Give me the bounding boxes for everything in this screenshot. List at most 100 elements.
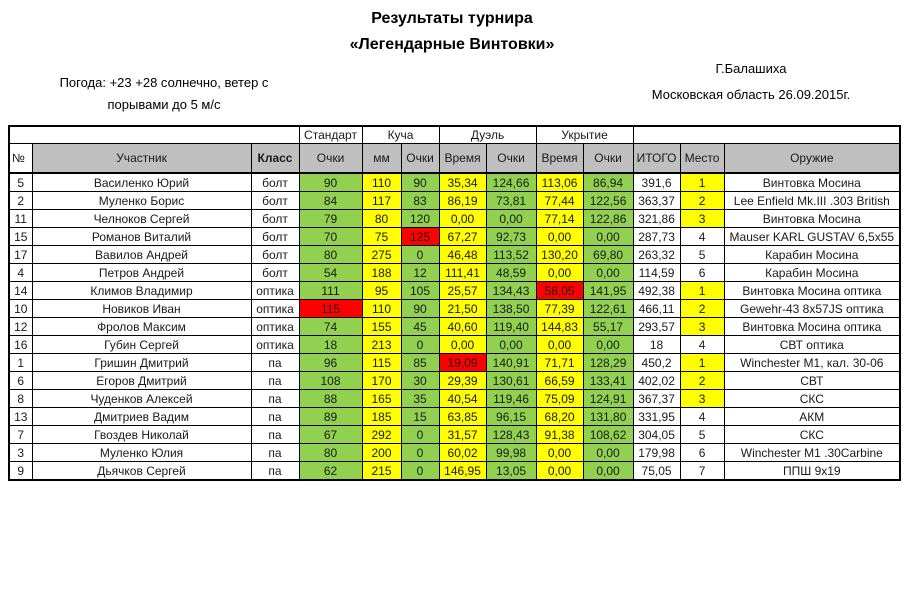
col-header-kucha-mm: мм [361,143,402,174]
cell-cover-score: 108,62 [582,425,634,444]
cell-class: болт [250,172,300,192]
cell-num: 9 [8,461,33,481]
cell-class: болт [250,245,300,264]
col-header-weapon: Оружие [723,143,901,174]
cell-kucha-mm: 117 [361,191,402,210]
cell-participant: Челноков Сергей [31,209,252,228]
cell-standard-score: 54 [298,263,363,282]
cell-participant: Егоров Дмитрий [31,371,252,390]
cell-duel-score: 130,61 [485,371,537,390]
cell-standard-score: 89 [298,407,363,426]
cell-standard-score: 96 [298,353,363,372]
cell-participant: Муленко Борис [31,191,252,210]
col-header-duel-score: Очки [485,143,537,174]
cell-cover-time: 77,14 [535,209,584,228]
cell-class: па [250,389,300,408]
cell-standard-score: 18 [298,335,363,354]
cell-duel-score: 0,00 [485,209,537,228]
cell-total: 492,38 [632,281,681,300]
cell-total: 450,2 [632,353,681,372]
cell-duel-time: 0,00 [438,209,487,228]
cell-total: 293,57 [632,317,681,336]
cell-duel-score: 134,43 [485,281,537,300]
cell-duel-time: 46,48 [438,245,487,264]
cell-cover-time: 91,38 [535,425,584,444]
cell-kucha-score: 90 [400,299,440,318]
cell-place: 4 [679,407,725,426]
cell-cover-score: 122,61 [582,299,634,318]
cell-duel-time: 67,27 [438,227,487,246]
cell-total: 18 [632,335,681,354]
cell-participant: Дьячков Сергей [31,461,252,481]
cell-weapon: Gewehr-43 8x57JS оптика [723,299,901,318]
cell-duel-score: 73,81 [485,191,537,210]
table-row: 6 Егоров Дмитрий па 108 170 30 29,39 130,61 66,5… [8,371,901,390]
col-header-duel-time: Время [438,143,487,174]
cell-participant: Чуденков Алексей [31,389,252,408]
cell-kucha-mm: 110 [361,299,402,318]
cell-cover-time: 68,20 [535,407,584,426]
cell-standard-score: 111 [298,281,363,300]
cell-kucha-score: 85 [400,353,440,372]
cell-weapon: Winchester M1, кал. 30-06 [723,353,901,372]
cell-cover-score: 55,17 [582,317,634,336]
cell-standard-score: 80 [298,443,363,462]
cell-duel-time: 31,57 [438,425,487,444]
band-empty-right [632,125,901,144]
cell-place: 3 [679,209,725,228]
cell-cover-score: 133,41 [582,371,634,390]
cell-duel-score: 128,43 [485,425,537,444]
cell-participant: Муленко Юлия [31,443,252,462]
table-row: 15 Романов Виталий болт 70 75 125 67,27 92,73 0,… [8,227,901,246]
cell-kucha-mm: 200 [361,443,402,462]
cell-duel-time: 60,02 [438,443,487,462]
cell-kucha-mm: 115 [361,353,402,372]
cell-cover-score: 0,00 [582,227,634,246]
cell-weapon: Винтовка Мосина [723,209,901,228]
cell-participant: Фролов Максим [31,317,252,336]
cell-weapon: СВТ оптика [723,335,901,354]
cell-weapon: СВТ [723,371,901,390]
cell-class: па [250,407,300,426]
cell-standard-score: 74 [298,317,363,336]
table-row: 7 Гвоздев Николай па 67 292 0 31,57 128,43 91,38… [8,425,901,444]
cell-total: 75,05 [632,461,681,481]
cell-kucha-score: 0 [400,443,440,462]
cell-kucha-score: 83 [400,191,440,210]
cell-class: болт [250,209,300,228]
cell-standard-score: 70 [298,227,363,246]
cell-cover-score: 0,00 [582,263,634,282]
cell-kucha-mm: 80 [361,209,402,228]
cell-duel-time: 35,34 [438,172,487,192]
cell-place: 2 [679,371,725,390]
cell-class: па [250,461,300,481]
cell-num: 7 [8,425,33,444]
cell-cover-time: 58,05 [535,281,584,300]
cell-duel-time: 0,00 [438,335,487,354]
cell-num: 3 [8,443,33,462]
cell-class: па [250,371,300,390]
cell-weapon: СКС [723,425,901,444]
cell-duel-score: 124,66 [485,172,537,192]
cell-num: 10 [8,299,33,318]
cell-weapon: Карабин Мосина [723,263,901,282]
cell-duel-time: 19,09 [438,353,487,372]
table-row: 10 Новиков Иван оптика 115 110 90 21,50 138,50 7… [8,299,901,318]
cell-cover-score: 122,86 [582,209,634,228]
page-title-line1: Результаты турнира [371,10,533,27]
cell-duel-time: 25,57 [438,281,487,300]
cell-num: 4 [8,263,33,282]
cell-standard-score: 90 [298,172,363,192]
cell-participant: Романов Виталий [31,227,252,246]
cell-duel-time: 29,39 [438,371,487,390]
cell-cover-time: 77,39 [535,299,584,318]
cell-num: 5 [8,172,33,192]
cell-cover-score: 86,94 [582,172,634,192]
cell-kucha-score: 45 [400,317,440,336]
cell-kucha-mm: 75 [361,227,402,246]
cell-standard-score: 62 [298,461,363,481]
cell-class: оптика [250,281,300,300]
cell-kucha-mm: 110 [361,172,402,192]
page-title-line2: «Легендарные Винтовки» [349,36,555,53]
